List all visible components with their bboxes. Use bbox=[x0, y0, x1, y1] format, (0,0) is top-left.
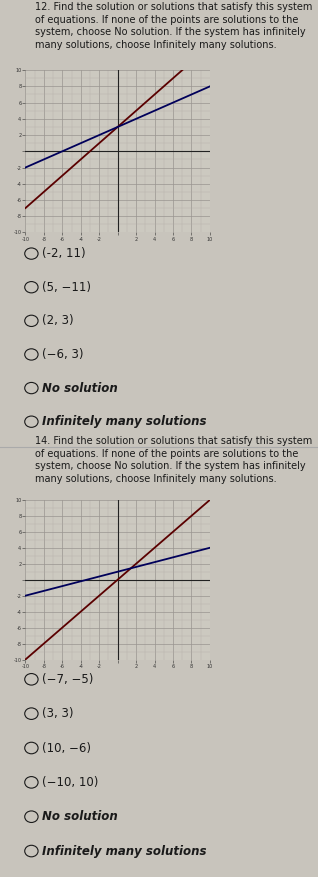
Text: (−6, 3): (−6, 3) bbox=[42, 348, 84, 361]
Text: (5, −11): (5, −11) bbox=[42, 281, 91, 294]
Text: No solution: No solution bbox=[42, 810, 118, 824]
Text: (10, −6): (10, −6) bbox=[42, 742, 91, 754]
Text: 12. Find the solution or solutions that satisfy this system
of equations. If non: 12. Find the solution or solutions that … bbox=[35, 2, 312, 50]
Text: (−7, −5): (−7, −5) bbox=[42, 673, 93, 686]
Text: Infinitely many solutions: Infinitely many solutions bbox=[42, 845, 207, 858]
Text: 14. Find the solution or solutions that satisfy this system
of equations. If non: 14. Find the solution or solutions that … bbox=[35, 436, 312, 484]
Text: (3, 3): (3, 3) bbox=[42, 707, 74, 720]
Text: Infinitely many solutions: Infinitely many solutions bbox=[42, 415, 207, 428]
Text: (−10, 10): (−10, 10) bbox=[42, 776, 99, 788]
Text: (-2, 11): (-2, 11) bbox=[42, 247, 86, 260]
Text: (2, 3): (2, 3) bbox=[42, 314, 74, 327]
Text: No solution: No solution bbox=[42, 381, 118, 395]
